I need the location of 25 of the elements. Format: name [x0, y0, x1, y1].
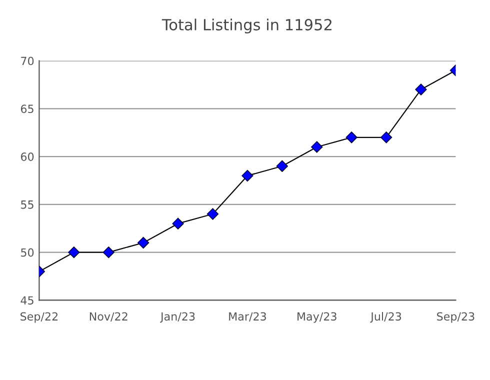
- x-tick-label: May/23: [298, 312, 336, 323]
- point: [380, 132, 392, 144]
- x-tick-label: Mar/23: [229, 312, 266, 322]
- point: [206, 208, 219, 220]
- x-tick-label: Nov/22: [90, 312, 128, 322]
- y-tick-label: 65: [20, 104, 34, 114]
- x-tick-label: Jan/23: [160, 312, 195, 323]
- point: [415, 84, 427, 96]
- point: [276, 160, 288, 172]
- point: [68, 246, 80, 258]
- x-tick-label: Sep/22: [20, 312, 58, 323]
- y-tick-label: 50: [21, 248, 34, 257]
- point: [102, 246, 114, 258]
- point: [346, 132, 358, 144]
- point: [138, 236, 150, 249]
- y-tick-label: 60: [20, 152, 34, 161]
- x-tick-label: Jul/23: [370, 312, 402, 323]
- point: [311, 141, 323, 153]
- point: [242, 170, 254, 182]
- chart-title: Total Listings in 11952: [162, 18, 332, 34]
- y-tick-label: 70: [21, 56, 34, 66]
- y-tick-label: 45: [20, 296, 34, 305]
- x-tick-label: Sep/23: [437, 312, 474, 323]
- y-tick-label: 55: [21, 200, 34, 209]
- point: [172, 218, 184, 230]
